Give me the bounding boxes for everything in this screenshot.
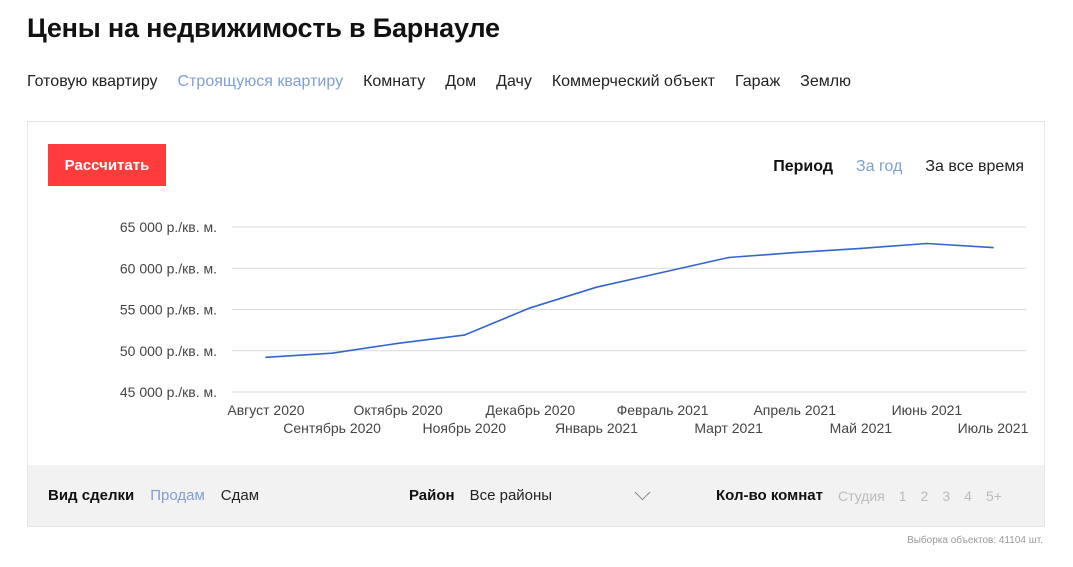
deal-type-label: Вид сделки <box>48 487 135 504</box>
district-filter: Район Все районы <box>409 484 652 504</box>
x-tick-label: Август 2020 <box>227 402 304 418</box>
calculate-button[interactable]: Рассчитать <box>48 144 166 186</box>
period-option-year[interactable]: За год <box>855 158 903 175</box>
x-tick-label: Июнь 2021 <box>892 402 963 418</box>
period-option-all-time[interactable]: За все время <box>925 158 1024 175</box>
rooms-option-studio[interactable]: Студия <box>837 487 885 504</box>
series-line <box>265 242 994 359</box>
data-point <box>529 307 532 309</box>
tab-new-apartment[interactable]: Строящуюся квартиру <box>177 73 344 90</box>
data-point <box>860 247 862 250</box>
x-tick-label: Март 2021 <box>694 420 763 436</box>
rooms-option-3[interactable]: 3 <box>942 487 951 504</box>
tab-house[interactable]: Дом <box>445 73 477 90</box>
data-point <box>992 246 994 249</box>
x-tick-label: Октябрь 2020 <box>354 402 444 418</box>
data-point <box>397 342 399 345</box>
y-tick-label: 50 000 р./кв. м. <box>120 343 217 359</box>
data-point <box>265 356 267 359</box>
rooms-label: Кол-во комнат <box>716 487 823 504</box>
x-tick-label: Ноябрь 2020 <box>422 420 506 436</box>
tab-garage[interactable]: Гараж <box>734 73 781 90</box>
tab-room[interactable]: Комнату <box>363 73 426 90</box>
rooms-option-2[interactable]: 2 <box>920 487 929 504</box>
data-point <box>793 251 796 254</box>
rooms-option-1[interactable]: 1 <box>898 487 907 504</box>
deal-option-rent[interactable]: Сдам <box>220 487 260 504</box>
y-tick-label: 55 000 р./кв. м. <box>120 302 217 318</box>
x-tick-label: Февраль 2021 <box>617 402 709 418</box>
filter-bar: Вид сделки Продам Сдам Район Все районы … <box>28 465 1044 526</box>
data-point <box>595 286 598 289</box>
chevron-down-icon <box>634 484 650 501</box>
tab-land[interactable]: Землю <box>800 73 852 90</box>
x-tick-label: Июль 2021 <box>958 420 1029 436</box>
y-tick-label: 45 000 р./кв. м. <box>120 384 217 400</box>
data-point <box>331 352 333 355</box>
x-tick-label: Апрель 2021 <box>753 402 836 418</box>
deal-option-sell[interactable]: Продам <box>150 487 205 504</box>
category-tabs: Готовую квартиру Строящуюся квартиру Ком… <box>27 73 851 91</box>
y-tick-label: 65 000 р./кв. м. <box>120 219 217 235</box>
data-point <box>926 242 928 245</box>
sample-count: Выборка объектов: 41104 шт. <box>907 535 1043 546</box>
tab-ready-apartment[interactable]: Готовую квартиру <box>27 73 158 90</box>
tab-commercial[interactable]: Коммерческий объект <box>551 73 715 90</box>
price-line-chart: 45 000 р./кв. м. 50 000 р./кв. м. 55 000 р… <box>120 219 1029 436</box>
rooms-option-5-plus[interactable]: 5+ <box>985 487 1002 504</box>
page-title: Цены на недвижимость в Барнауле <box>27 13 500 43</box>
x-tick-label: Сентябрь 2020 <box>283 420 381 436</box>
district-value: Все районы <box>469 487 553 504</box>
x-tick-label: Декабрь 2020 <box>486 402 576 418</box>
x-tick-label: Май 2021 <box>830 420 893 436</box>
period-selector: Период За год За все время <box>773 158 1024 176</box>
data-point <box>463 334 466 336</box>
period-label: Период <box>773 158 833 175</box>
y-tick-label: 60 000 р./кв. м. <box>120 260 217 276</box>
data-point <box>661 271 664 274</box>
rooms-filter: Кол-во комнат Студия 1 2 3 4 5+ <box>716 487 1002 504</box>
price-chart-panel: Рассчитать Период За год За все время 45… <box>27 121 1045 527</box>
rooms-option-4[interactable]: 4 <box>964 487 972 504</box>
district-label: Район <box>409 487 455 504</box>
tab-dacha[interactable]: Дачу <box>496 73 532 90</box>
district-select[interactable]: Все районы <box>469 484 652 504</box>
data-point <box>727 256 730 259</box>
x-tick-label: Январь 2021 <box>555 420 638 436</box>
deal-type-filter: Вид сделки Продам Сдам <box>48 487 259 504</box>
